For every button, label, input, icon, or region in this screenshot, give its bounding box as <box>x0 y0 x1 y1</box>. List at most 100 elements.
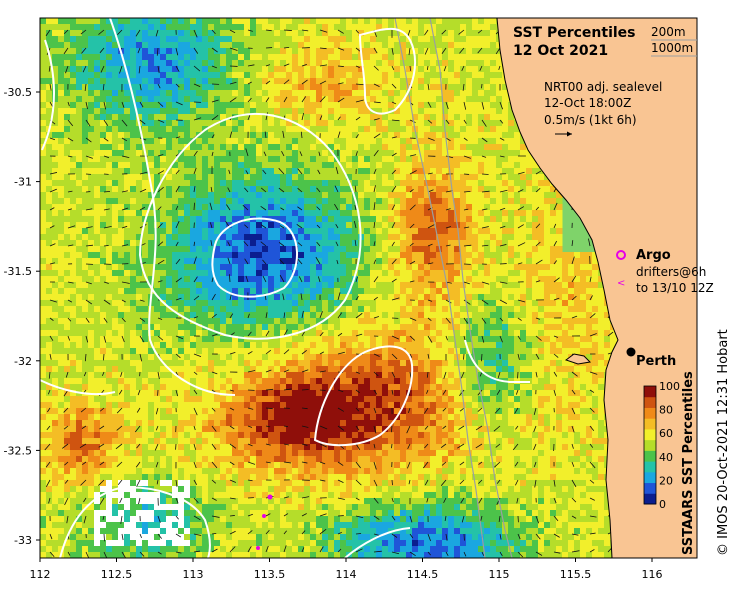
current-vector <box>67 317 72 322</box>
current-vector <box>229 515 235 517</box>
perth-label: Perth <box>636 354 676 369</box>
current-vector <box>85 317 90 323</box>
current-vector <box>301 79 308 85</box>
current-vector <box>67 101 70 107</box>
current-vector <box>62 443 69 449</box>
x-tick-label: 114.5 <box>407 568 439 581</box>
current-vector <box>301 331 305 337</box>
current-vector <box>64 461 69 466</box>
x-tick-label: 115.5 <box>560 568 592 581</box>
current-vector <box>373 65 379 71</box>
current-vector <box>423 461 429 469</box>
current-vector <box>571 461 575 467</box>
current-vector <box>139 171 148 175</box>
current-vector <box>319 47 327 50</box>
current-vector <box>441 47 447 55</box>
current-vector <box>495 443 501 448</box>
current-vector <box>247 81 252 85</box>
current-vector <box>319 80 327 85</box>
current-vector <box>373 133 381 139</box>
current-vector <box>373 83 380 88</box>
current-vector <box>481 551 485 556</box>
current-vector <box>391 258 397 265</box>
current-vector <box>355 276 358 283</box>
current-vector <box>427 172 433 175</box>
current-vector <box>103 353 105 361</box>
current-vector <box>139 188 147 193</box>
current-vector <box>99 497 105 505</box>
current-vector <box>157 83 161 89</box>
current-vector <box>479 371 483 377</box>
current-vector <box>193 150 198 157</box>
current-vector <box>373 47 378 54</box>
current-vector <box>103 119 109 126</box>
current-vector <box>319 425 328 430</box>
current-vector <box>282 293 285 301</box>
current-vector <box>245 148 249 157</box>
current-vector <box>571 389 576 395</box>
current-vector <box>334 203 339 211</box>
current-vector <box>67 155 73 158</box>
current-vector <box>175 277 182 283</box>
current-vector <box>355 389 360 394</box>
current-vector <box>283 63 290 67</box>
current-vector <box>512 443 519 451</box>
current-vector <box>283 79 290 85</box>
current-vector <box>481 226 489 229</box>
current-vector <box>103 137 109 142</box>
current-vector <box>391 515 396 521</box>
current-vector <box>136 443 141 449</box>
current-vector <box>463 208 469 211</box>
current-vector <box>139 101 144 108</box>
current-vector <box>99 407 105 412</box>
current-vector <box>316 206 321 211</box>
current-vector <box>373 407 377 414</box>
current-vector <box>229 29 236 34</box>
current-vector <box>264 131 267 139</box>
map-date: 12 Oct 2021 <box>513 43 608 59</box>
current-vector <box>319 370 326 373</box>
current-vector <box>116 407 123 414</box>
current-vector <box>49 317 54 321</box>
current-vector <box>477 29 483 34</box>
current-vector <box>83 515 87 524</box>
current-vector <box>175 297 182 301</box>
current-vector <box>373 185 376 193</box>
current-vector <box>463 353 465 360</box>
current-vector <box>175 185 180 193</box>
current-vector <box>247 546 252 553</box>
current-vector <box>265 545 269 553</box>
current-vector <box>409 260 416 265</box>
current-vector <box>355 99 364 103</box>
current-vector <box>283 513 289 517</box>
current-vector <box>445 299 452 304</box>
current-vector <box>424 479 429 486</box>
current-vector <box>262 259 267 265</box>
current-vector <box>553 479 556 487</box>
current-vector <box>265 388 274 391</box>
colorbar-segment <box>644 493 656 505</box>
current-vector <box>426 65 429 71</box>
current-vector <box>496 389 501 395</box>
current-vector <box>493 425 501 432</box>
current-vector <box>335 241 339 247</box>
current-vector <box>517 171 525 175</box>
current-vector <box>67 119 74 127</box>
current-vector <box>589 532 596 535</box>
current-vector <box>85 335 89 343</box>
current-vector <box>211 548 218 553</box>
current-vector <box>283 47 290 49</box>
current-vector <box>64 497 69 506</box>
current-vector <box>373 389 378 395</box>
current-vector <box>80 29 87 35</box>
colorbar-title: SSTAARS SST Percentiles <box>681 371 696 555</box>
current-vector <box>83 497 87 503</box>
current-vector <box>301 461 308 464</box>
current-vector <box>319 461 326 465</box>
current-vector <box>571 425 575 433</box>
current-vector <box>354 239 357 247</box>
current-vector <box>193 371 198 375</box>
current-vector <box>409 335 416 341</box>
current-vector <box>229 389 234 392</box>
current-vector <box>499 119 504 124</box>
